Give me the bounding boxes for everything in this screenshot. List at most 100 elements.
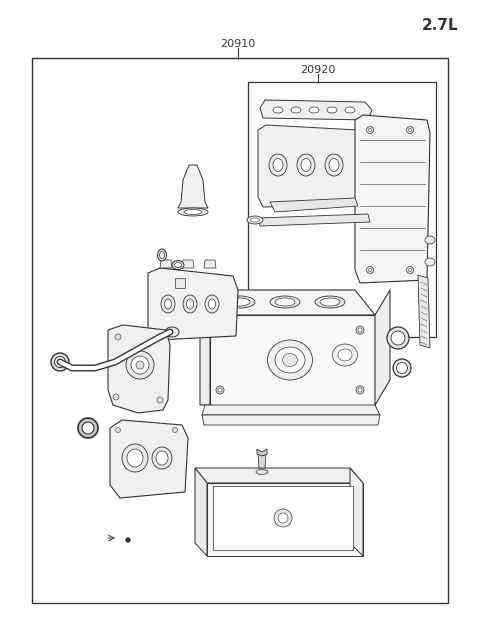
Ellipse shape — [251, 218, 260, 222]
Ellipse shape — [270, 296, 300, 308]
Ellipse shape — [369, 269, 372, 271]
Polygon shape — [195, 468, 207, 556]
Ellipse shape — [396, 363, 408, 373]
Ellipse shape — [157, 249, 167, 261]
Ellipse shape — [208, 299, 216, 309]
Ellipse shape — [136, 361, 144, 369]
Ellipse shape — [297, 154, 315, 176]
Ellipse shape — [425, 258, 435, 266]
Ellipse shape — [82, 422, 94, 434]
Polygon shape — [258, 125, 363, 207]
Polygon shape — [375, 290, 390, 405]
Polygon shape — [207, 483, 363, 556]
Ellipse shape — [230, 298, 250, 306]
Ellipse shape — [369, 129, 372, 131]
Ellipse shape — [165, 299, 171, 309]
Ellipse shape — [256, 470, 268, 475]
Polygon shape — [210, 315, 375, 405]
Ellipse shape — [315, 296, 345, 308]
Ellipse shape — [187, 299, 193, 309]
Ellipse shape — [273, 107, 283, 113]
Polygon shape — [418, 275, 430, 348]
Ellipse shape — [358, 388, 362, 392]
Polygon shape — [270, 198, 358, 212]
Polygon shape — [178, 165, 208, 208]
Ellipse shape — [127, 449, 143, 467]
Text: 20920: 20920 — [300, 65, 336, 75]
Ellipse shape — [408, 129, 411, 131]
Ellipse shape — [225, 296, 255, 308]
Polygon shape — [260, 100, 372, 120]
Ellipse shape — [367, 266, 373, 274]
Ellipse shape — [309, 107, 319, 113]
Text: 2.7L: 2.7L — [421, 18, 458, 33]
Ellipse shape — [216, 386, 224, 394]
Ellipse shape — [115, 334, 121, 340]
Bar — [32, 58, 448, 603]
Ellipse shape — [356, 386, 364, 394]
Ellipse shape — [356, 326, 364, 334]
Ellipse shape — [387, 327, 409, 349]
Ellipse shape — [157, 397, 163, 403]
Polygon shape — [202, 415, 380, 425]
Ellipse shape — [125, 537, 131, 542]
Ellipse shape — [183, 295, 197, 313]
Ellipse shape — [320, 298, 340, 306]
Ellipse shape — [273, 159, 283, 172]
Text: 20910: 20910 — [220, 39, 256, 49]
Ellipse shape — [156, 451, 168, 465]
Ellipse shape — [175, 262, 181, 267]
Ellipse shape — [425, 236, 435, 244]
Ellipse shape — [393, 359, 411, 377]
Polygon shape — [355, 115, 430, 283]
Ellipse shape — [78, 418, 98, 438]
Ellipse shape — [267, 340, 312, 380]
Ellipse shape — [358, 328, 362, 332]
Ellipse shape — [275, 347, 305, 373]
Ellipse shape — [122, 444, 148, 472]
Ellipse shape — [159, 251, 165, 259]
Ellipse shape — [291, 107, 301, 113]
Ellipse shape — [391, 331, 405, 345]
Polygon shape — [200, 290, 210, 405]
Polygon shape — [108, 325, 170, 413]
Ellipse shape — [408, 269, 411, 271]
Bar — [248, 82, 436, 337]
Ellipse shape — [275, 298, 295, 306]
Ellipse shape — [178, 208, 208, 216]
Ellipse shape — [329, 159, 339, 172]
Ellipse shape — [126, 351, 154, 379]
Polygon shape — [202, 405, 380, 415]
Ellipse shape — [216, 326, 224, 334]
Ellipse shape — [247, 216, 263, 224]
Polygon shape — [160, 260, 172, 268]
Ellipse shape — [218, 388, 222, 392]
Polygon shape — [195, 468, 363, 483]
Polygon shape — [148, 268, 238, 340]
Ellipse shape — [131, 356, 149, 374]
Ellipse shape — [325, 154, 343, 176]
Polygon shape — [182, 260, 194, 268]
Ellipse shape — [172, 261, 184, 269]
Ellipse shape — [345, 107, 355, 113]
Ellipse shape — [172, 427, 178, 432]
Ellipse shape — [51, 353, 69, 371]
Ellipse shape — [407, 126, 413, 134]
Ellipse shape — [407, 266, 413, 274]
Ellipse shape — [161, 295, 175, 313]
Ellipse shape — [152, 447, 172, 469]
Ellipse shape — [338, 349, 352, 361]
Ellipse shape — [274, 509, 292, 527]
Ellipse shape — [205, 295, 219, 313]
Ellipse shape — [301, 159, 311, 172]
Ellipse shape — [55, 356, 65, 368]
Ellipse shape — [283, 353, 298, 366]
Polygon shape — [257, 449, 267, 456]
Ellipse shape — [269, 154, 287, 176]
Ellipse shape — [367, 126, 373, 134]
Ellipse shape — [327, 107, 337, 113]
Polygon shape — [204, 260, 216, 268]
Polygon shape — [110, 420, 188, 498]
Ellipse shape — [157, 334, 163, 340]
Ellipse shape — [165, 327, 179, 337]
